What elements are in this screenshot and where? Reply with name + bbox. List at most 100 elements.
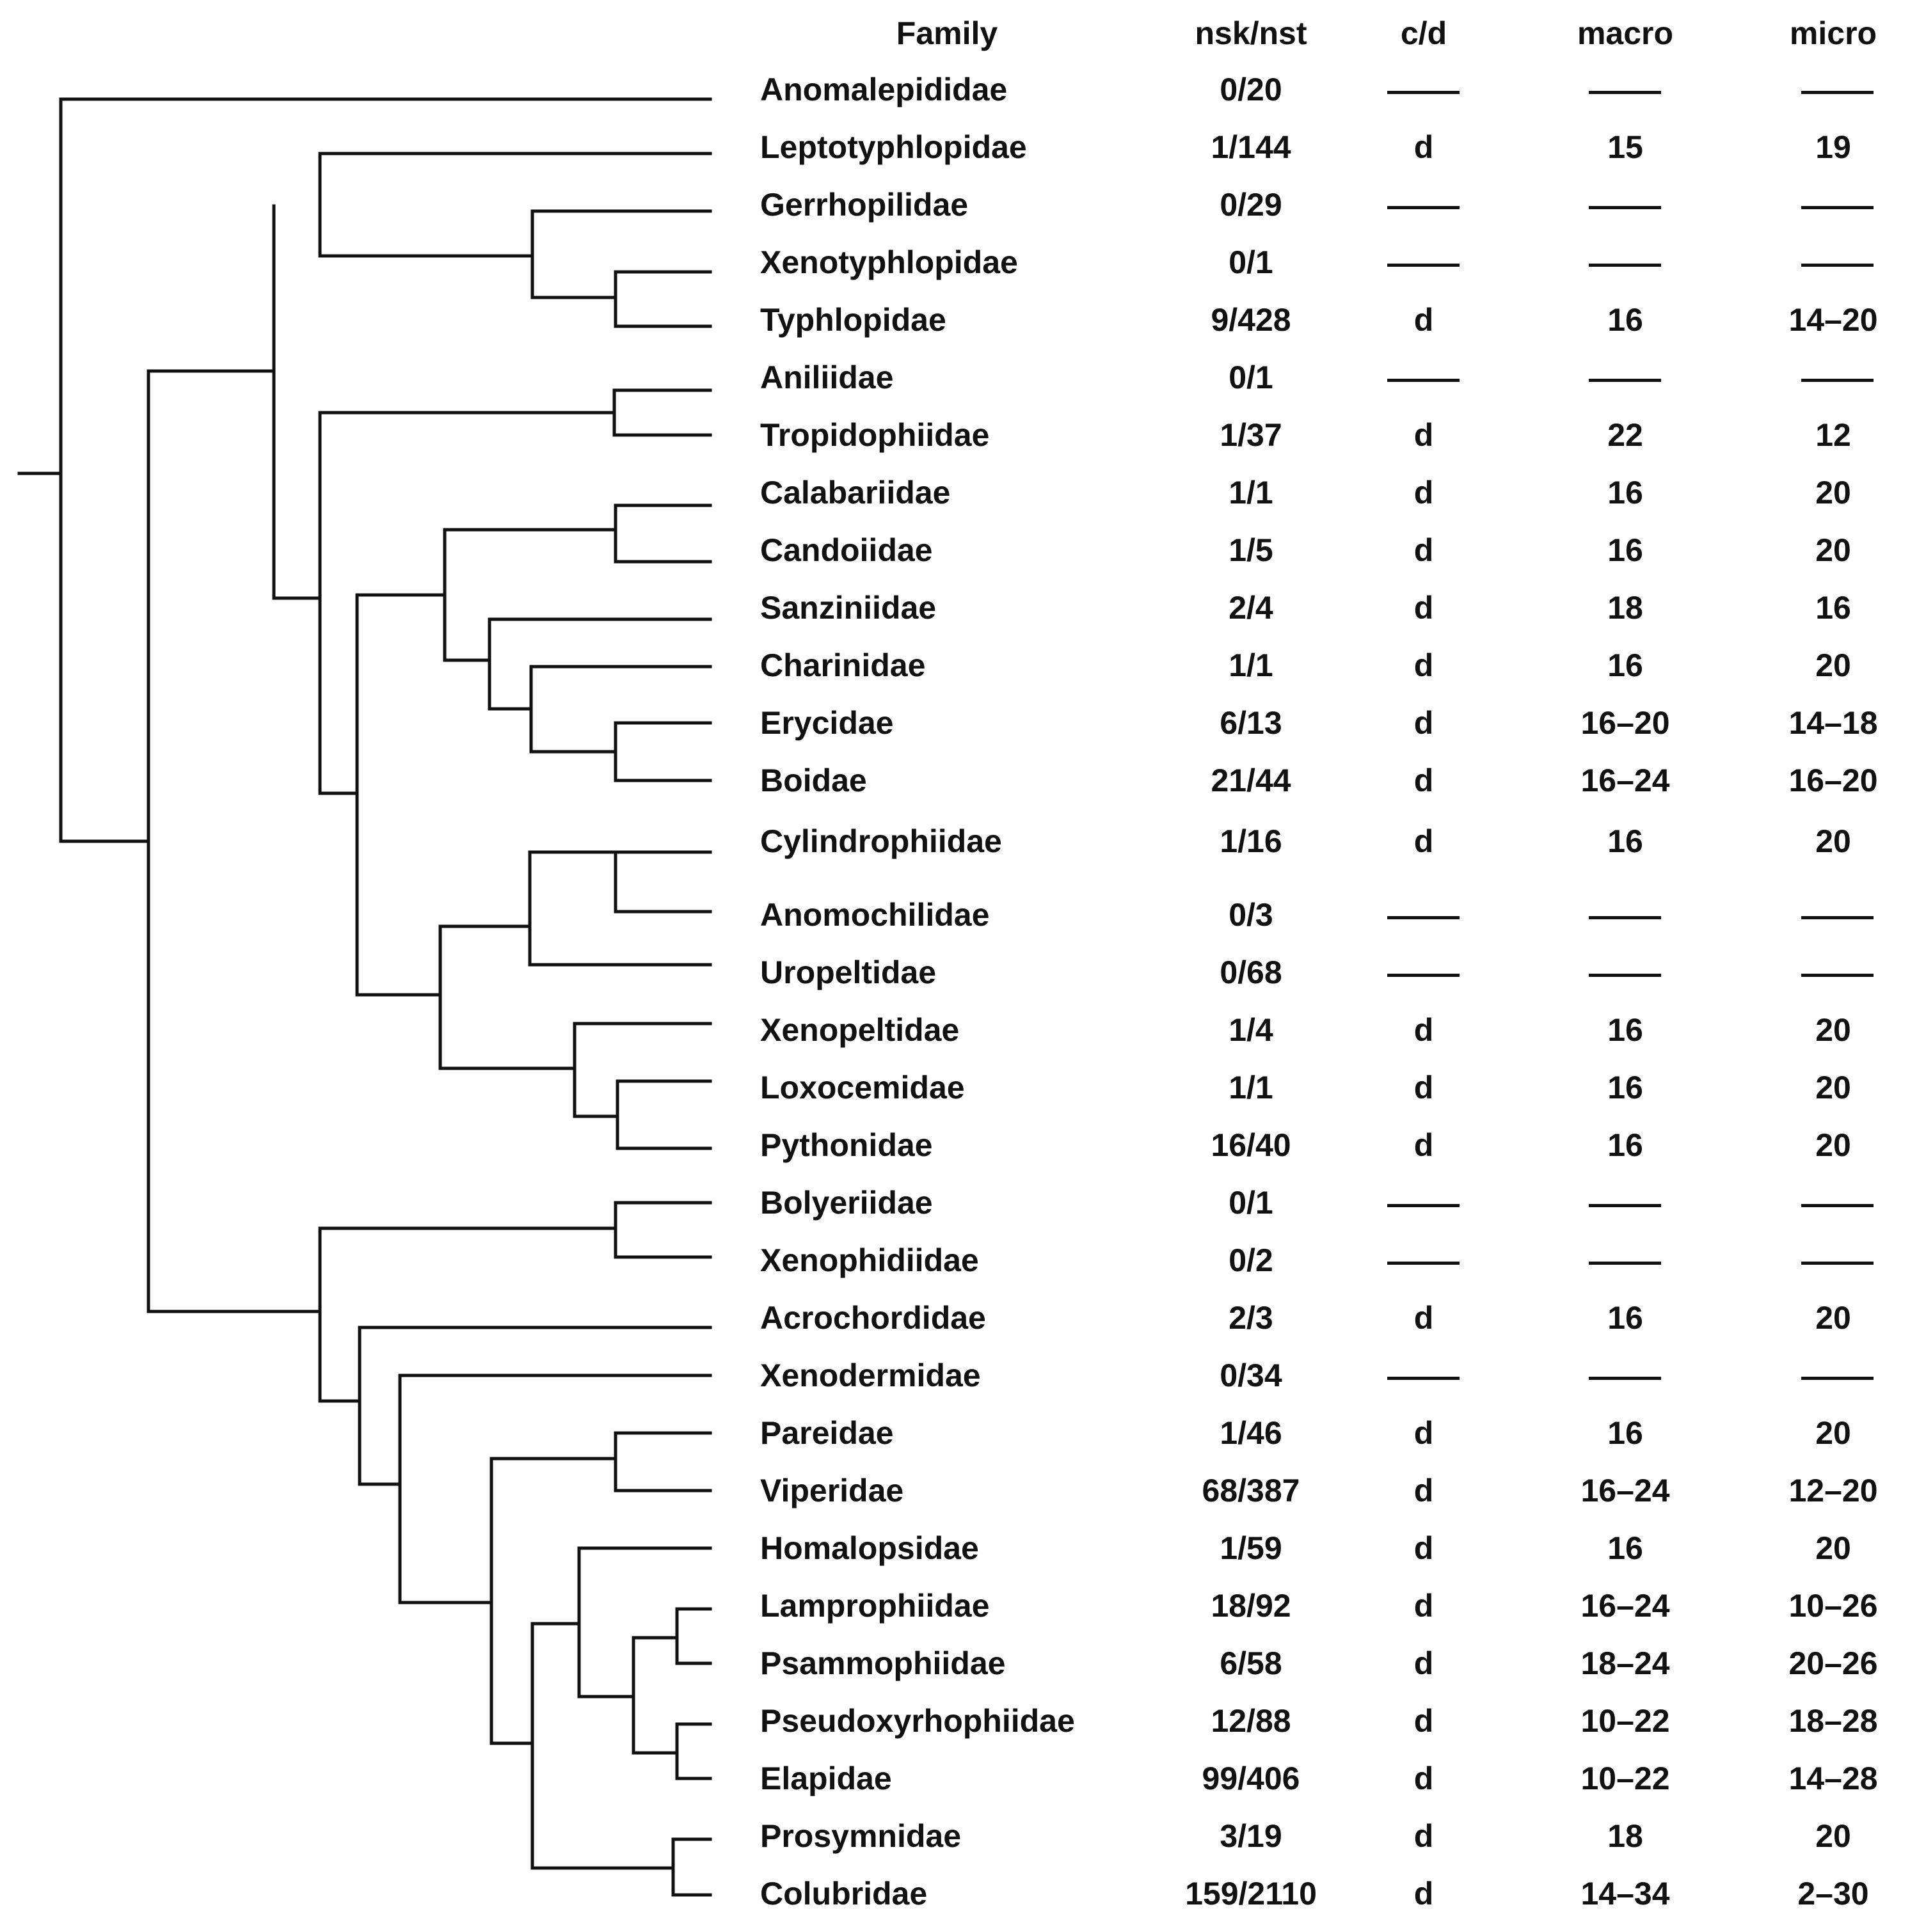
cell-cd: d (1413, 129, 1434, 165)
empty-value-dash (1801, 1262, 1874, 1265)
cell-nsk-nst: 21/44 (1211, 763, 1291, 798)
cell-cd: d (1413, 1473, 1434, 1508)
empty-value-dash (1801, 206, 1874, 209)
cell-macro: 10–22 (1580, 1703, 1670, 1739)
cell-cd: d (1413, 1818, 1434, 1854)
cell-nsk-nst: 9/428 (1211, 302, 1291, 338)
empty-value-dash (1387, 379, 1460, 382)
cell-nsk-nst: 0/29 (1220, 187, 1282, 223)
family-name: Gerrhopilidae (760, 187, 969, 223)
cell-macro: 16 (1607, 647, 1643, 683)
family-name: Aniliidae (760, 360, 894, 395)
family-name: Xenotyphlopidae (760, 244, 1018, 280)
cell-cd: d (1413, 590, 1434, 626)
cell-micro: 20 (1815, 532, 1851, 568)
empty-value-dash (1801, 1204, 1874, 1207)
family-name: Charinidae (760, 647, 926, 683)
cell-nsk-nst: 0/34 (1220, 1358, 1282, 1393)
cell-micro: 2–30 (1797, 1876, 1869, 1912)
empty-value-dash (1387, 264, 1460, 267)
family-name: Anomochilidae (760, 897, 990, 933)
family-name: Pareidae (760, 1415, 894, 1451)
family-name: Typhlopidae (760, 302, 946, 338)
cell-micro: 20 (1815, 1300, 1851, 1336)
family-name: Boidae (760, 763, 867, 798)
cell-nsk-nst: 0/2 (1229, 1242, 1273, 1278)
cell-macro: 16 (1607, 1127, 1643, 1163)
family-name: Calabariidae (760, 475, 951, 511)
empty-value-dash (1589, 916, 1661, 919)
cell-nsk-nst: 159/2110 (1185, 1876, 1317, 1912)
cell-micro: 20 (1815, 1127, 1851, 1163)
cell-micro: 19 (1815, 129, 1851, 165)
family-name: Psammophiidae (760, 1645, 1006, 1681)
cell-nsk-nst: 1/16 (1220, 823, 1282, 859)
header-nsk-nst: nsk/nst (1195, 15, 1307, 51)
cell-nsk-nst: 18/92 (1211, 1588, 1291, 1624)
cell-nsk-nst: 99/406 (1202, 1761, 1300, 1796)
empty-value-dash (1387, 974, 1460, 977)
cell-micro: 20 (1815, 647, 1851, 683)
cell-micro: 20 (1815, 1818, 1851, 1854)
empty-value-dash (1801, 91, 1874, 94)
cell-macro: 16 (1607, 1070, 1643, 1105)
cell-nsk-nst: 1/144 (1211, 129, 1291, 165)
cell-cd: d (1413, 823, 1434, 859)
cell-micro: 20 (1815, 475, 1851, 511)
cell-nsk-nst: 6/13 (1220, 705, 1282, 741)
family-name: Homalopsidae (760, 1530, 979, 1566)
cell-micro: 20–26 (1788, 1645, 1878, 1681)
header-macro: macro (1577, 15, 1674, 51)
cell-macro: 16 (1607, 532, 1643, 568)
cell-cd: d (1413, 532, 1434, 568)
empty-value-dash (1387, 1262, 1460, 1265)
cell-micro: 18–28 (1788, 1703, 1878, 1739)
empty-value-dash (1589, 974, 1661, 977)
cell-nsk-nst: 0/3 (1229, 897, 1273, 933)
empty-value-dash (1801, 379, 1874, 382)
family-name: Sanziniidae (760, 590, 937, 626)
cell-cd: d (1413, 1012, 1434, 1048)
cell-macro: 18–24 (1580, 1645, 1670, 1681)
cell-cd: d (1413, 1415, 1434, 1451)
cell-nsk-nst: 1/37 (1220, 417, 1282, 453)
cell-macro: 16–24 (1580, 763, 1670, 798)
family-name: Xenodermidae (760, 1358, 981, 1393)
empty-value-dash (1387, 1204, 1460, 1207)
cell-cd: d (1413, 647, 1434, 683)
cell-cd: d (1413, 1070, 1434, 1105)
cell-micro: 12 (1815, 417, 1851, 453)
cell-nsk-nst: 1/46 (1220, 1415, 1282, 1451)
header-family: Family (896, 15, 998, 51)
cell-micro: 20 (1815, 1530, 1851, 1566)
family-name: Uropeltidae (760, 954, 937, 990)
cell-nsk-nst: 6/58 (1220, 1645, 1282, 1681)
cell-cd: d (1413, 475, 1434, 511)
family-name: Lamprophiidae (760, 1588, 990, 1624)
cell-nsk-nst: 0/1 (1229, 360, 1273, 395)
cell-nsk-nst: 1/4 (1229, 1012, 1273, 1048)
cell-macro: 16 (1607, 302, 1643, 338)
family-name: Loxocemidae (760, 1070, 965, 1105)
cell-cd: d (1413, 1761, 1434, 1796)
cell-nsk-nst: 0/1 (1229, 244, 1273, 280)
empty-value-dash (1387, 206, 1460, 209)
family-name: Pseudoxyrhophiidae (760, 1703, 1075, 1739)
cell-nsk-nst: 0/20 (1220, 72, 1282, 107)
cell-macro: 16 (1607, 823, 1643, 859)
cell-nsk-nst: 12/88 (1211, 1703, 1291, 1739)
cell-nsk-nst: 0/68 (1220, 954, 1282, 990)
cell-cd: d (1413, 1127, 1434, 1163)
cell-macro: 18 (1607, 1818, 1643, 1854)
cell-nsk-nst: 3/19 (1220, 1818, 1282, 1854)
cell-macro: 16 (1607, 1300, 1643, 1336)
cell-macro: 15 (1607, 129, 1643, 165)
cell-micro: 20 (1815, 1012, 1851, 1048)
empty-value-dash (1589, 1377, 1661, 1380)
cell-micro: 20 (1815, 1415, 1851, 1451)
family-name: Cylindrophiidae (760, 823, 1002, 859)
family-name: Pythonidae (760, 1127, 933, 1163)
family-name: Xenopeltidae (760, 1012, 960, 1048)
cell-cd: d (1413, 1300, 1434, 1336)
empty-value-dash (1387, 91, 1460, 94)
